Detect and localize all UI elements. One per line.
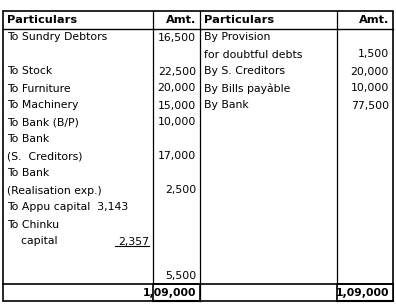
Text: 20,000: 20,000 [350,67,389,77]
Text: capital: capital [7,237,57,247]
Text: To Bank (B/P): To Bank (B/P) [7,118,79,127]
Text: To Appu capital  3,143: To Appu capital 3,143 [7,202,128,212]
Text: To Stock: To Stock [7,67,52,77]
Text: To Machinery: To Machinery [7,101,78,110]
Text: To Furniture: To Furniture [7,84,70,94]
Text: Amt.: Amt. [166,15,196,25]
Text: (S.  Creditors): (S. Creditors) [7,151,82,161]
Text: To Bank: To Bank [7,168,49,178]
Text: 15,000: 15,000 [158,101,196,110]
Text: To Chinku: To Chinku [7,219,59,230]
Text: 2,357: 2,357 [118,237,149,247]
Text: 1,09,000: 1,09,000 [335,288,389,298]
Text: Amt.: Amt. [359,15,389,25]
Text: 5,500: 5,500 [165,271,196,281]
Text: Particulars: Particulars [7,15,77,25]
Text: 20,000: 20,000 [158,84,196,94]
Text: for doubtful debts: for doubtful debts [204,50,303,60]
Text: (Realisation exp.): (Realisation exp.) [7,185,102,195]
Text: By Bank: By Bank [204,101,249,110]
Text: 16,500: 16,500 [158,33,196,43]
Text: 10,000: 10,000 [350,84,389,94]
Text: To Sundry Debtors: To Sundry Debtors [7,33,107,43]
Text: 10,000: 10,000 [158,118,196,127]
Text: By S. Creditors: By S. Creditors [204,67,285,77]
Text: 17,000: 17,000 [158,151,196,161]
Text: 22,500: 22,500 [158,67,196,77]
Text: 77,500: 77,500 [351,101,389,110]
Text: Particulars: Particulars [204,15,274,25]
Bar [153,284,200,301]
Text: By Bills payàble: By Bills payàble [204,83,290,94]
Text: 2,500: 2,500 [165,185,196,195]
Text: 1,09,000: 1,09,000 [143,288,196,298]
Text: To Bank: To Bank [7,134,49,144]
Text: By Provision: By Provision [204,33,270,43]
Text: 1,500: 1,500 [358,50,389,60]
Bar [337,284,393,301]
